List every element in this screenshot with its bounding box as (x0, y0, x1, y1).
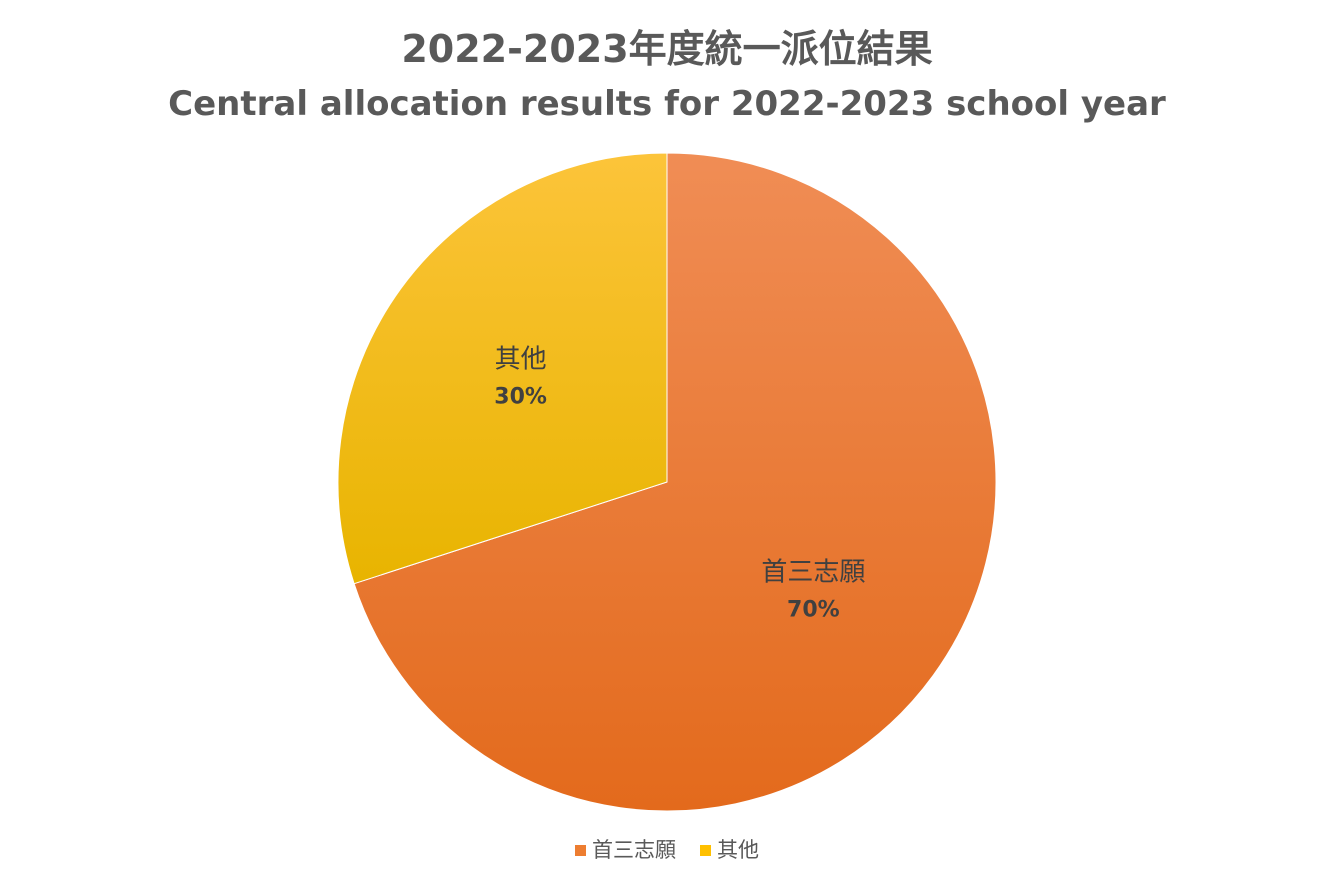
pie-slice-2 (337, 152, 668, 585)
chart-subtitle: Central allocation results for 2022-2023… (168, 84, 1166, 124)
chart-title: 2022-2023年度統一派位結果 (401, 27, 932, 71)
legend-label: 首三志願 (592, 838, 676, 862)
legend-swatch (575, 845, 586, 856)
legend-swatch (700, 845, 711, 856)
chart-legend: 首三志願 其他 (575, 838, 759, 862)
slice-percent-label: 30% (494, 385, 547, 410)
legend-item: 首三志願 (575, 838, 676, 862)
legend-item: 其他 (700, 838, 759, 862)
pie-slices (337, 152, 997, 812)
pie-slice-1 (353, 152, 997, 812)
slice-category-label: 其他 (495, 345, 547, 375)
pie-data-labels: 首三志願 70% 其他 30% (494, 345, 865, 623)
slice-category-label: 首三志願 (761, 557, 865, 587)
slice-percent-label: 70% (787, 597, 840, 622)
legend-label: 其他 (717, 838, 759, 862)
